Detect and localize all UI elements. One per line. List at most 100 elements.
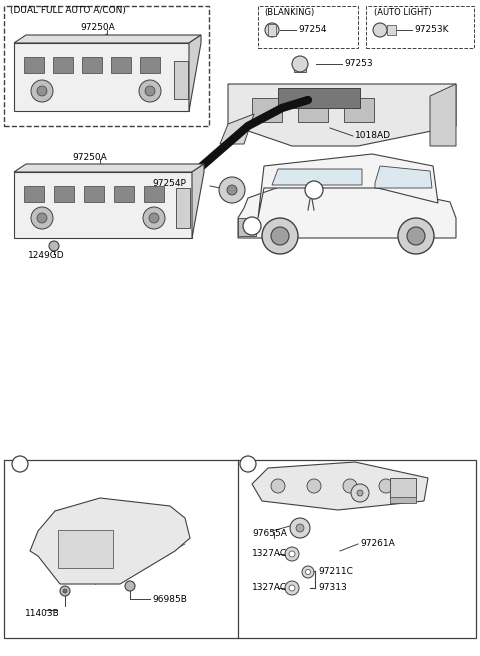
Circle shape <box>285 547 299 561</box>
Circle shape <box>289 551 295 557</box>
Circle shape <box>37 213 47 223</box>
Circle shape <box>302 566 314 578</box>
Text: 97254: 97254 <box>298 26 326 35</box>
Text: 96985B: 96985B <box>152 594 187 604</box>
Circle shape <box>139 80 161 102</box>
Polygon shape <box>189 35 201 111</box>
Circle shape <box>60 586 70 596</box>
Circle shape <box>407 227 425 245</box>
Polygon shape <box>220 114 254 144</box>
Text: 97253: 97253 <box>344 60 372 68</box>
Text: 97250A: 97250A <box>80 24 115 33</box>
Circle shape <box>290 518 310 538</box>
Bar <box>390 497 416 503</box>
Bar <box>84 186 104 202</box>
Text: a: a <box>17 459 23 468</box>
Bar <box>111 57 131 73</box>
Circle shape <box>12 456 28 472</box>
Bar <box>82 57 102 73</box>
Bar <box>14 172 192 238</box>
Circle shape <box>37 86 47 96</box>
Circle shape <box>145 86 155 96</box>
Circle shape <box>219 177 245 203</box>
Text: 11403B: 11403B <box>25 609 60 619</box>
Circle shape <box>63 589 67 593</box>
Polygon shape <box>228 84 456 146</box>
Bar <box>24 57 44 73</box>
Bar <box>252 98 282 122</box>
Circle shape <box>292 56 308 72</box>
Polygon shape <box>14 164 204 172</box>
Circle shape <box>143 207 165 229</box>
Circle shape <box>305 569 311 575</box>
Polygon shape <box>30 498 190 584</box>
Bar <box>54 186 74 202</box>
Polygon shape <box>258 154 438 218</box>
Bar <box>387 25 396 35</box>
Polygon shape <box>430 84 456 146</box>
Polygon shape <box>272 169 362 185</box>
Circle shape <box>305 181 323 199</box>
Circle shape <box>227 185 237 195</box>
Bar <box>278 88 360 108</box>
Bar <box>58 530 113 568</box>
Circle shape <box>240 456 256 472</box>
Text: (AUTO LIGHT): (AUTO LIGHT) <box>374 7 432 16</box>
Bar <box>294 63 306 72</box>
Bar <box>176 188 190 228</box>
Circle shape <box>49 241 59 251</box>
Bar <box>258 6 358 48</box>
Circle shape <box>373 23 387 37</box>
Text: (DUAL FULL AUTO A/CON): (DUAL FULL AUTO A/CON) <box>10 5 126 14</box>
Bar <box>14 43 189 111</box>
Bar <box>238 218 256 236</box>
Circle shape <box>149 213 159 223</box>
Polygon shape <box>192 164 204 238</box>
Circle shape <box>289 585 295 591</box>
Circle shape <box>285 581 299 595</box>
Circle shape <box>262 218 298 254</box>
Bar <box>144 186 164 202</box>
Text: 97261A: 97261A <box>360 539 395 548</box>
Circle shape <box>379 479 393 493</box>
Bar <box>174 61 188 99</box>
Text: 97253K: 97253K <box>414 26 448 35</box>
Circle shape <box>265 23 279 37</box>
Bar <box>114 186 134 202</box>
Polygon shape <box>14 35 201 43</box>
Text: a: a <box>250 222 254 230</box>
Text: b: b <box>312 186 317 194</box>
Text: 1327AC: 1327AC <box>252 550 287 558</box>
Text: 97655A: 97655A <box>252 529 287 539</box>
Text: b: b <box>245 459 251 468</box>
Circle shape <box>31 80 53 102</box>
Circle shape <box>343 479 357 493</box>
Text: 97254P: 97254P <box>152 180 186 188</box>
Circle shape <box>398 218 434 254</box>
Text: 97250A: 97250A <box>72 154 107 163</box>
Text: 1249GD: 1249GD <box>28 251 65 260</box>
Bar <box>344 98 374 122</box>
Polygon shape <box>238 184 456 238</box>
Circle shape <box>307 479 321 493</box>
Text: 1327AC: 1327AC <box>252 583 287 592</box>
Bar <box>366 6 474 48</box>
Text: 97313: 97313 <box>318 583 347 592</box>
Bar <box>390 478 416 498</box>
Polygon shape <box>375 166 432 188</box>
Circle shape <box>125 581 135 591</box>
Bar <box>298 98 328 122</box>
Circle shape <box>271 227 289 245</box>
Bar <box>4 460 476 638</box>
Text: (BLANKING): (BLANKING) <box>264 7 314 16</box>
Bar <box>24 186 44 202</box>
Circle shape <box>351 484 369 502</box>
Circle shape <box>357 490 363 496</box>
Polygon shape <box>252 462 428 510</box>
Text: 1018AD: 1018AD <box>355 131 391 140</box>
Circle shape <box>296 524 304 532</box>
Bar <box>140 57 160 73</box>
Circle shape <box>243 217 261 235</box>
Bar <box>53 57 73 73</box>
Circle shape <box>271 479 285 493</box>
